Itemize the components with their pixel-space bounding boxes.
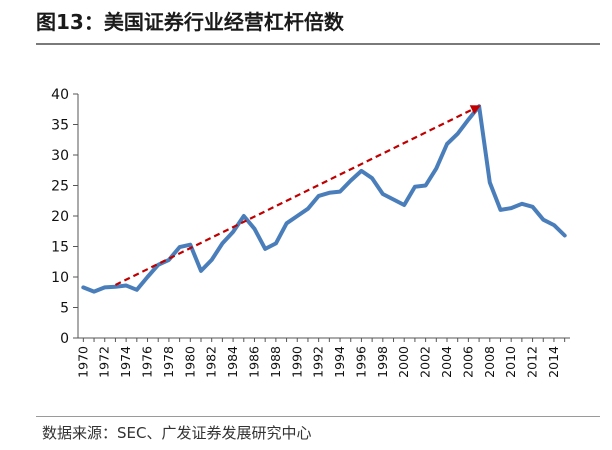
source-note: 数据来源：SEC、广发证券发展研究中心 — [42, 424, 312, 442]
x-tick-label: 2002 — [418, 346, 433, 378]
x-tick-label: 1988 — [268, 346, 283, 378]
x-tick-label: 1998 — [375, 346, 390, 378]
x-tick-label: 2006 — [460, 346, 475, 378]
x-tick-label: 1990 — [289, 346, 304, 378]
x-tick-label: 2010 — [503, 346, 518, 378]
x-tick-label: 1970 — [75, 346, 90, 378]
x-tick-label: 1994 — [332, 346, 347, 378]
leverage-line-chart: 0 5 10 15 20 25 30 35 40 1970 1972 1974 1976 1978 198… — [51, 87, 570, 378]
y-tick-label: 0 — [60, 331, 69, 347]
x-tick-label: 1974 — [118, 346, 133, 378]
y-tick-label: 25 — [51, 179, 69, 195]
x-axis: 1970 1972 1974 1976 1978 1980 1982 1984 1986 1988… — [75, 337, 570, 378]
y-tick-label: 5 — [60, 301, 69, 317]
y-tick-label: 40 — [51, 87, 69, 103]
trend-arrow — [114, 105, 481, 286]
x-tick-label: 1972 — [97, 346, 112, 378]
x-tick-label: 1982 — [204, 346, 219, 378]
x-tick-label: 1986 — [246, 346, 261, 378]
y-tick-label: 35 — [51, 118, 69, 134]
x-tick-label: 1976 — [140, 346, 155, 378]
series-layer — [81, 104, 567, 294]
x-tick-label: 1984 — [225, 346, 240, 378]
x-tick-label: 1978 — [161, 346, 176, 378]
y-tick-label: 15 — [51, 240, 69, 256]
y-tick-label: 30 — [51, 148, 69, 164]
x-tick-label: 2012 — [525, 346, 540, 378]
leverage-series-line — [81, 104, 567, 294]
figure-title: 图13：美国证券行业经营杠杆倍数 — [36, 10, 344, 34]
y-axis: 0 5 10 15 20 25 30 35 40 — [51, 87, 79, 347]
x-tick-label: 2000 — [396, 346, 411, 378]
y-tick-label: 20 — [51, 209, 69, 225]
x-tick-label: 2014 — [546, 346, 561, 378]
x-tick-label: 2004 — [439, 346, 454, 378]
x-tick-label: 1996 — [353, 346, 368, 378]
x-tick-label: 1992 — [311, 346, 326, 378]
y-tick-label: 10 — [51, 270, 69, 286]
footer-divider — [36, 416, 600, 417]
x-tick-label: 2008 — [482, 346, 497, 378]
title-divider — [36, 43, 600, 45]
x-tick-label: 1980 — [182, 346, 197, 378]
